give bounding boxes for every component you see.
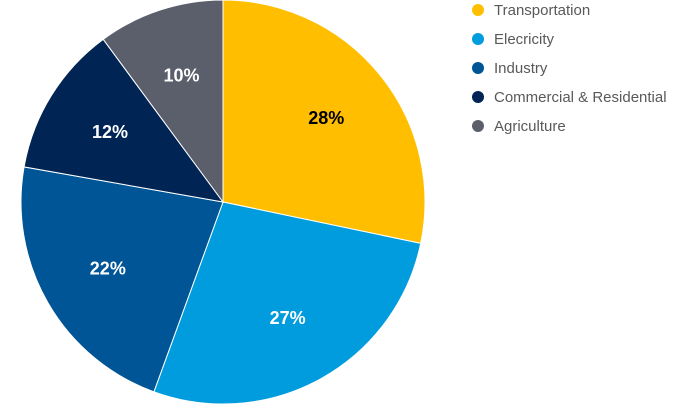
pie-slice-2 <box>153 201 422 405</box>
pie-slice-label-5: 10% <box>163 66 199 86</box>
legend-item: Elecricity <box>472 29 554 49</box>
legend-item: Industry <box>472 58 547 78</box>
legend-marker <box>472 4 484 16</box>
pie-slice-label-3: 22% <box>90 259 126 279</box>
pie-labels: 28% 27% 22% 12% 10% <box>90 66 344 329</box>
pie-slice-4 <box>23 38 225 203</box>
legend-marker <box>472 91 484 103</box>
legend-item: Agriculture <box>472 116 566 136</box>
legend-marker <box>472 120 484 132</box>
legend-label: Elecricity <box>494 30 555 48</box>
legend-label: Commercial & Residential <box>494 88 667 106</box>
pie-slices <box>20 0 426 405</box>
pie-slice-label-4: 12% <box>92 122 128 142</box>
legend-marker <box>472 62 484 74</box>
legend-label: Agriculture <box>494 117 566 135</box>
legend-item: Transportation <box>472 0 590 20</box>
legend-label: Industry <box>494 59 548 77</box>
pie-slice-label-2: 27% <box>270 308 306 328</box>
pie-slice-5 <box>102 0 224 204</box>
legend-marker <box>472 33 484 45</box>
pie-slice-1 <box>222 0 426 244</box>
legend-label: Transportation <box>494 1 591 19</box>
pie-slice-label-1: 28% <box>308 108 344 128</box>
legend-item: Commercial & Residential <box>472 87 667 107</box>
pie-slice-3 <box>20 166 224 393</box>
